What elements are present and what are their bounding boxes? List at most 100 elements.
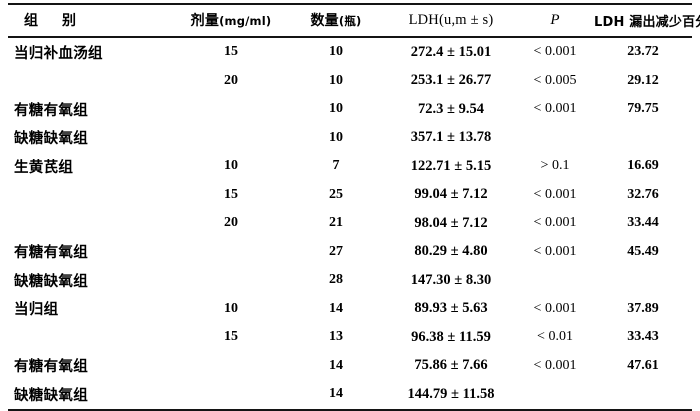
table-row: 生黄芪组 10 7 122.71 ± 5.15 > 0.1 16.69 bbox=[8, 152, 692, 181]
cell-p-value: > 0.1 bbox=[540, 158, 570, 174]
cell-p-value bbox=[516, 124, 594, 153]
cell-group-name: 缺糖缺氧组 bbox=[14, 387, 88, 404]
cell-leakage-reduction-pct: 32.76 bbox=[627, 186, 659, 202]
cell-group-name: 有糖有氧组 bbox=[14, 245, 88, 262]
cell-group-name bbox=[8, 209, 176, 238]
cell-count: 14 bbox=[329, 357, 343, 373]
cell-count: 10 bbox=[329, 101, 343, 117]
cell-ldh-value: 96.38 ± 11.59 bbox=[411, 328, 491, 345]
cell-ldh-value: 72.3 ± 9.54 bbox=[418, 100, 484, 117]
table-row: 当归组 10 14 89.93 ± 5.63 < 0.001 37.89 bbox=[8, 295, 692, 324]
header-row: 组 别 剂量(mg/ml) 数量(瓶) LDH(u,m ± s) P LDH 漏… bbox=[8, 5, 700, 37]
cell-dose: 10 bbox=[224, 158, 238, 174]
cell-p-value: < 0.001 bbox=[533, 101, 577, 117]
cell-leakage-reduction-pct bbox=[594, 266, 692, 295]
cell-ldh-value: 357.1 ± 13.78 bbox=[410, 129, 492, 146]
cell-dose bbox=[176, 352, 286, 381]
table-row: 缺糖缺氧组 14 144.79 ± 11.58 bbox=[8, 380, 692, 410]
cell-ldh-value: 253.1 ± 26.77 bbox=[410, 72, 492, 89]
table-row: 有糖有氧组 14 75.86 ± 7.66 < 0.001 47.61 bbox=[8, 352, 692, 381]
cell-leakage-reduction-pct: 45.49 bbox=[627, 243, 659, 259]
cell-count: 14 bbox=[329, 300, 343, 316]
cell-p-value: < 0.001 bbox=[533, 243, 577, 259]
ldh-results-table: 组 别 剂量(mg/ml) 数量(瓶) LDH(u,m ± s) P LDH 漏… bbox=[8, 3, 700, 411]
cell-p-value: < 0.001 bbox=[533, 300, 577, 316]
cell-leakage-reduction-pct: 23.72 bbox=[627, 44, 659, 60]
cell-count: 14 bbox=[329, 386, 343, 402]
table-row: 15 25 99.04 ± 7.12 < 0.001 32.76 bbox=[8, 181, 692, 210]
cell-ldh-value: 272.4 ± 15.01 bbox=[410, 43, 492, 60]
column-header-dose-text: 剂量 bbox=[190, 13, 220, 29]
cell-group-name: 当归补血汤组 bbox=[14, 45, 103, 62]
cell-count: 10 bbox=[329, 72, 343, 88]
table-row: 有糖有氧组 10 72.3 ± 9.54 < 0.001 79.75 bbox=[8, 95, 692, 124]
cell-count: 28 bbox=[329, 272, 343, 288]
cell-leakage-reduction-pct bbox=[594, 380, 692, 410]
cell-dose: 20 bbox=[224, 72, 238, 88]
cell-leakage-reduction-pct: 33.43 bbox=[627, 329, 659, 345]
cell-group-name: 当归组 bbox=[14, 302, 59, 319]
cell-count: 10 bbox=[329, 129, 343, 145]
table-row: 缺糖缺氧组 28 147.30 ± 8.30 bbox=[8, 266, 692, 295]
column-header-count: 数量(瓶) bbox=[286, 5, 386, 37]
cell-group-name: 有糖有氧组 bbox=[14, 359, 88, 376]
table-row: 当归补血汤组 15 10 272.4 ± 15.01 < 0.001 23.72 bbox=[8, 38, 692, 67]
cell-dose bbox=[176, 124, 286, 153]
cell-group-name: 有糖有氧组 bbox=[14, 102, 88, 119]
cell-count: 25 bbox=[329, 186, 343, 202]
cell-dose bbox=[176, 95, 286, 124]
cell-leakage-reduction-pct: 29.12 bbox=[627, 72, 659, 88]
cell-p-value: < 0.001 bbox=[533, 44, 577, 60]
column-header-leakage-reduction: LDH 漏出减少百分率(%) bbox=[594, 14, 700, 30]
column-header-ldh: LDH(u,m ± s) bbox=[408, 11, 494, 28]
column-header-dose-unit: (mg/ml) bbox=[219, 14, 272, 28]
cell-dose: 20 bbox=[224, 215, 238, 231]
cell-leakage-reduction-pct bbox=[594, 124, 692, 153]
cell-p-value: < 0.005 bbox=[533, 72, 577, 88]
cell-group-name bbox=[8, 181, 176, 210]
cell-dose: 15 bbox=[224, 329, 238, 345]
cell-group-name bbox=[8, 67, 176, 96]
cell-ldh-value: 122.71 ± 5.15 bbox=[410, 157, 492, 174]
cell-ldh-value: 75.86 ± 7.66 bbox=[414, 357, 488, 374]
cell-dose bbox=[176, 238, 286, 267]
table-row: 15 13 96.38 ± 11.59 < 0.01 33.43 bbox=[8, 323, 692, 352]
cell-count: 27 bbox=[329, 243, 343, 259]
cell-dose: 15 bbox=[224, 44, 238, 60]
rule-bottom bbox=[8, 408, 692, 411]
column-header-p: P bbox=[550, 11, 560, 28]
column-header-count-text: 数量 bbox=[310, 13, 339, 29]
cell-p-value bbox=[516, 266, 594, 295]
cell-leakage-reduction-pct: 16.69 bbox=[627, 158, 659, 174]
cell-leakage-reduction-pct: 33.44 bbox=[627, 215, 659, 231]
cell-dose: 15 bbox=[224, 186, 238, 202]
cell-dose bbox=[176, 266, 286, 295]
cell-count: 7 bbox=[332, 158, 340, 174]
cell-count: 10 bbox=[329, 44, 343, 60]
table-row: 20 21 98.04 ± 7.12 < 0.001 33.44 bbox=[8, 209, 692, 238]
table-header: 组 别 剂量(mg/ml) 数量(瓶) LDH(u,m ± s) P LDH 漏… bbox=[8, 3, 700, 39]
cell-p-value: < 0.001 bbox=[533, 357, 577, 373]
cell-ldh-value: 89.93 ± 5.63 bbox=[414, 300, 488, 317]
cell-group-name: 缺糖缺氧组 bbox=[14, 273, 88, 290]
cell-p-value bbox=[516, 380, 594, 410]
column-header-count-unit: (瓶) bbox=[338, 14, 362, 28]
cell-ldh-value: 98.04 ± 7.12 bbox=[414, 214, 488, 231]
column-header-group: 组 别 bbox=[24, 13, 81, 29]
cell-ldh-value: 99.04 ± 7.12 bbox=[414, 186, 488, 203]
cell-p-value: < 0.01 bbox=[537, 329, 573, 345]
cell-ldh-value: 80.29 ± 4.80 bbox=[414, 243, 488, 260]
column-header-dose: 剂量(mg/ml) bbox=[176, 5, 286, 37]
cell-count: 21 bbox=[329, 215, 343, 231]
cell-group-name bbox=[8, 323, 176, 352]
cell-p-value: < 0.001 bbox=[533, 186, 577, 202]
table-row: 有糖有氧组 27 80.29 ± 4.80 < 0.001 45.49 bbox=[8, 238, 692, 267]
cell-group-name: 生黄芪组 bbox=[14, 159, 74, 176]
cell-leakage-reduction-pct: 47.61 bbox=[627, 357, 659, 373]
table-row: 20 10 253.1 ± 26.77 < 0.005 29.12 bbox=[8, 67, 692, 96]
cell-dose: 10 bbox=[224, 300, 238, 316]
cell-dose bbox=[176, 380, 286, 410]
cell-ldh-value: 147.30 ± 8.30 bbox=[410, 271, 492, 288]
cell-count: 13 bbox=[329, 329, 343, 345]
